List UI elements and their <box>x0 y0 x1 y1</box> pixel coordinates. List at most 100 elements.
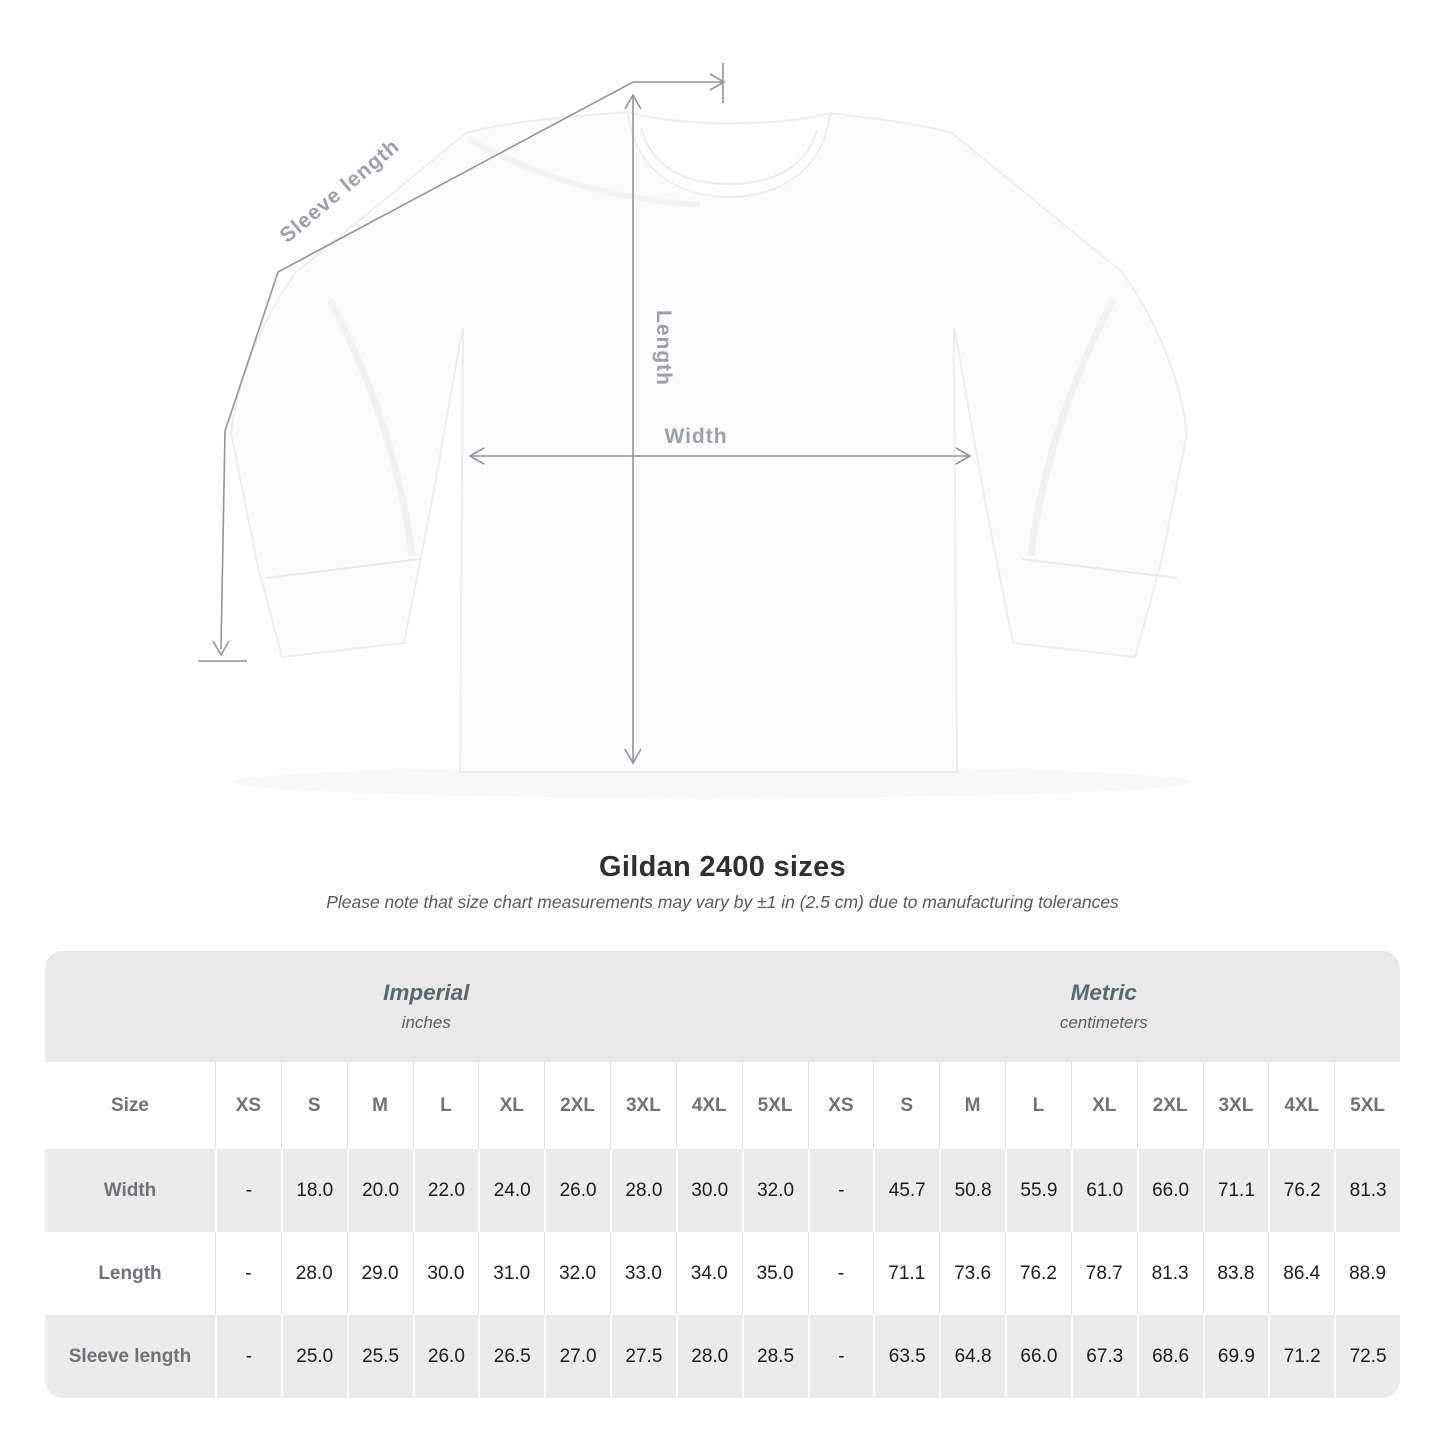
value-cell: 31.0 <box>478 1232 544 1315</box>
width-arrow-left <box>468 447 485 465</box>
imperial-group-unit: inches <box>401 1013 451 1032</box>
value-cell: 72.5 <box>1334 1315 1400 1398</box>
value-cell: 68.6 <box>1136 1315 1203 1398</box>
size-col-header: XS <box>807 1062 874 1149</box>
value-cell: 29.0 <box>346 1232 413 1315</box>
value-cell: 28.0 <box>675 1315 742 1398</box>
size-column-title: Size <box>110 1094 150 1116</box>
imperial-group-header: Imperial inches <box>45 951 808 1062</box>
value-cell: 61.0 <box>1070 1149 1137 1232</box>
value-cell: 83.8 <box>1202 1232 1269 1315</box>
size-col-header: M <box>346 1062 413 1149</box>
value-cell: 28.0 <box>610 1149 676 1232</box>
value-cell: 34.0 <box>675 1232 742 1315</box>
size-col-header: XL <box>1070 1062 1137 1149</box>
value-cell: 25.0 <box>280 1315 347 1398</box>
value-cell: 67.3 <box>1070 1315 1137 1398</box>
value-cell: 64.8 <box>939 1315 1005 1398</box>
size-table: Imperial inches Metric centimeters Size … <box>45 951 1400 1398</box>
shirt-collar-back <box>627 111 831 125</box>
size-col-header: XL <box>478 1062 544 1149</box>
metric-group-name: Metric <box>1070 980 1137 1005</box>
value-cell: 50.8 <box>939 1149 1005 1232</box>
size-col-header: 5XL <box>1334 1062 1400 1149</box>
value-cell: 81.3 <box>1334 1149 1400 1232</box>
size-col-header: 3XL <box>610 1062 676 1149</box>
value-cell: 32.0 <box>544 1232 610 1315</box>
value-cell: 26.0 <box>412 1315 479 1398</box>
value-cell: 18.0 <box>280 1149 347 1232</box>
sleeve-length-arrow-down <box>212 640 230 657</box>
size-col-header: L <box>412 1062 479 1149</box>
value-cell: 30.0 <box>675 1149 742 1232</box>
value-cell: - <box>807 1149 874 1232</box>
size-col-header: 4XL <box>675 1062 742 1149</box>
value-cell: 71.1 <box>873 1232 939 1315</box>
size-col-header: M <box>939 1062 1005 1149</box>
value-cell: - <box>215 1315 281 1398</box>
value-cell: 27.0 <box>544 1315 610 1398</box>
shirt-shoulder-shade <box>468 137 701 208</box>
value-cell: 69.9 <box>1202 1315 1269 1398</box>
sleeve-length-arrow-right <box>709 73 726 91</box>
size-col-header: 4XL <box>1268 1062 1334 1149</box>
size-col-header: S <box>280 1062 347 1149</box>
value-cell: 32.0 <box>741 1149 808 1232</box>
length-arrow-up <box>624 93 642 110</box>
shirt-left-fold <box>326 298 416 557</box>
shirt-collar <box>640 127 818 186</box>
size-col-header: XS <box>215 1062 281 1149</box>
sleeve-length-line <box>220 81 723 650</box>
width-arrow-right <box>955 447 972 465</box>
value-cell: 24.0 <box>478 1149 544 1232</box>
value-cell: 76.2 <box>1005 1232 1071 1315</box>
row-label: Width <box>103 1179 157 1201</box>
value-cell: 66.0 <box>1005 1315 1071 1398</box>
length-row: Length -28.0 29.0 30.0 31.0 32.0 33.0 34.0 35.0… <box>45 1232 1400 1315</box>
value-cell: 28.0 <box>280 1232 347 1315</box>
value-cell: 22.0 <box>412 1149 479 1232</box>
value-cell: 26.5 <box>478 1315 544 1398</box>
value-cell: 76.2 <box>1268 1149 1334 1232</box>
value-cell: - <box>215 1232 281 1315</box>
value-cell: 78.7 <box>1070 1232 1137 1315</box>
value-cell: 45.7 <box>873 1149 939 1232</box>
value-cell: 86.4 <box>1268 1232 1334 1315</box>
row-label: Length <box>98 1262 162 1284</box>
value-cell: 27.5 <box>610 1315 676 1398</box>
shirt-left-cuff-seam <box>265 558 422 579</box>
size-col-header: 2XL <box>1136 1062 1203 1149</box>
length-label: Length <box>652 310 675 386</box>
value-cell: 33.0 <box>610 1232 676 1315</box>
value-cell: 55.9 <box>1005 1149 1071 1232</box>
size-header-row: Size XS S M L XL 2XL 3XL 4XL 5XL XS S M L XL 2XL 3XL 4XL… <box>45 1062 1400 1149</box>
sleeve-length-row: Sleeve length -25.0 25.5 26.0 26.5 27.0 27.5 2… <box>45 1315 1400 1398</box>
size-col-header: 2XL <box>544 1062 610 1149</box>
size-col-header: 5XL <box>741 1062 808 1149</box>
shirt-body <box>229 110 1189 773</box>
metric-group-header: Metric centimeters <box>808 951 1401 1062</box>
shirt-measurement-diagram: Sleeve length Length Width <box>198 63 1189 773</box>
metric-group-unit: centimeters <box>1059 1013 1148 1032</box>
value-cell: 71.1 <box>1202 1149 1269 1232</box>
value-cell: 63.5 <box>873 1315 939 1398</box>
value-cell: 20.0 <box>346 1149 413 1232</box>
value-cell: - <box>807 1232 874 1315</box>
size-col-header: 3XL <box>1202 1062 1269 1149</box>
size-col-header: S <box>873 1062 939 1149</box>
width-label: Width <box>664 425 727 448</box>
page-title: Gildan 2400 sizes <box>599 851 846 883</box>
value-cell: 81.3 <box>1136 1232 1203 1315</box>
value-cell: 71.2 <box>1268 1315 1334 1398</box>
size-col-header: L <box>1005 1062 1071 1149</box>
value-cell: 26.0 <box>544 1149 610 1232</box>
value-cell: - <box>807 1315 874 1398</box>
shirt-right-cuff-seam <box>1021 558 1178 579</box>
value-cell: 73.6 <box>939 1232 1005 1315</box>
imperial-group-name: Imperial <box>383 980 470 1005</box>
value-cell: 30.0 <box>412 1232 479 1315</box>
value-cell: 25.5 <box>346 1315 413 1398</box>
length-arrow-down <box>624 748 642 765</box>
value-cell: - <box>215 1149 281 1232</box>
